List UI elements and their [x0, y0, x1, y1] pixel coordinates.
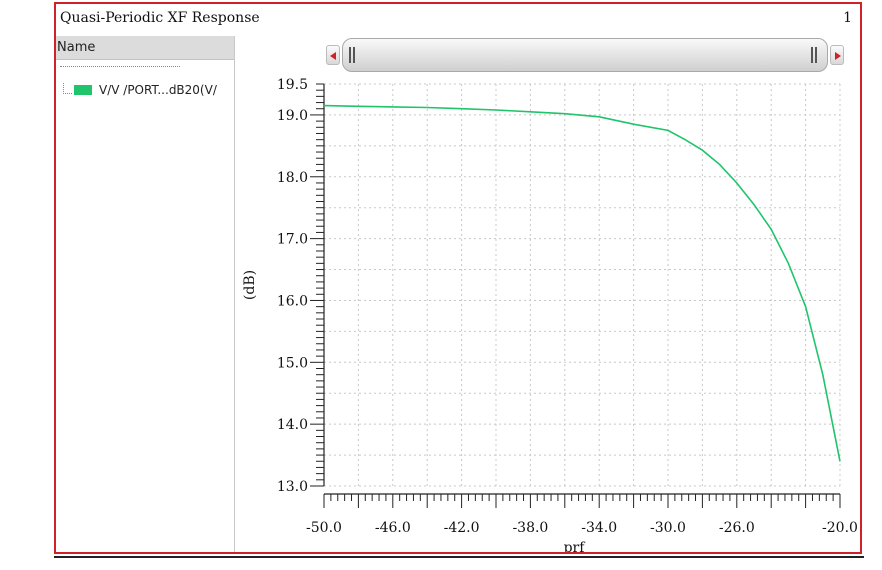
x-tick-label: -50.0	[306, 520, 342, 536]
y-tick-label: 15.0	[277, 355, 308, 371]
series	[323, 104, 841, 462]
scroll-left-arrow-icon[interactable]	[326, 45, 340, 65]
waveform-window: Quasi-Periodic XF Response 1 Name V/V /P…	[54, 2, 862, 554]
legend-entry[interactable]: V/V /PORT...dB20(V/	[59, 83, 233, 101]
y-tick-label: 13.0	[277, 479, 308, 495]
x-tick-label: -42.0	[444, 520, 480, 536]
y-tick-label: 16.0	[277, 293, 308, 309]
y-tick-label: 19.5	[277, 77, 308, 93]
legend-divider	[60, 62, 180, 67]
x-tick-label: -38.0	[512, 520, 548, 536]
x-tick-label: -34.0	[581, 520, 617, 536]
scroll-right-arrow-icon[interactable]	[830, 45, 844, 65]
window-title: Quasi-Periodic XF Response	[60, 10, 260, 26]
legend-panel: Name V/V /PORT...dB20(V/	[56, 36, 235, 552]
x-tick-label: -46.0	[375, 520, 411, 536]
y-tick-label: 17.0	[277, 232, 308, 248]
y-tick-label: 19.0	[277, 108, 308, 124]
y-tick-label: 18.0	[277, 170, 308, 186]
x-zoom-scrollbar[interactable]	[326, 38, 844, 72]
scrollbar-thumb[interactable]	[342, 38, 828, 72]
y-axis-label: (dB)	[242, 270, 258, 300]
legend-entry-label: V/V /PORT...dB20(V/	[99, 83, 217, 97]
x-tick-label: -30.0	[650, 520, 686, 536]
legend-color-swatch	[74, 85, 92, 95]
x-tick-label: -20.0	[822, 520, 858, 536]
thumb-grip-right-icon[interactable]	[811, 47, 817, 63]
thumb-grip-left-icon[interactable]	[349, 47, 355, 63]
legend-column-header[interactable]: Name	[56, 36, 234, 60]
series-line[interactable]	[323, 104, 841, 462]
x-axis-label: prf	[564, 540, 587, 552]
tree-connector	[63, 83, 72, 94]
window-bottom-edge	[54, 556, 864, 558]
axes: 13.0 14.0 15.0 16.0 17.0 18.0 19.0 19.5 -50.0 -46…	[277, 77, 858, 536]
subwindow-number: 1	[843, 10, 852, 26]
plot-area[interactable]: 13.0 14.0 15.0 16.0 17.0 18.0 19.0 19.5 -50.0 -46…	[112, 6, 862, 552]
grid	[323, 83, 841, 487]
x-tick-label: -26.0	[719, 520, 755, 536]
y-tick-label: 14.0	[277, 417, 308, 433]
